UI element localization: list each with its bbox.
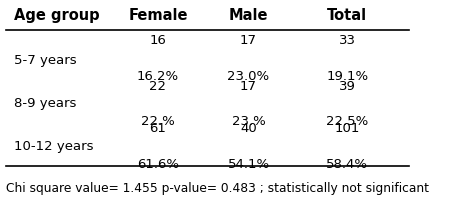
Text: 8-9 years: 8-9 years (14, 97, 76, 110)
Text: 58.4%: 58.4% (327, 158, 368, 170)
Text: 39: 39 (339, 80, 356, 93)
Text: 16.2%: 16.2% (137, 70, 179, 83)
Text: 17: 17 (240, 34, 257, 47)
Text: 23.0%: 23.0% (228, 70, 270, 83)
Text: 16: 16 (149, 34, 166, 47)
Text: 40: 40 (240, 123, 257, 135)
Text: 23.%: 23.% (232, 115, 265, 128)
Text: Chi square value= 1.455 p-value= 0.483 ; statistically not significant: Chi square value= 1.455 p-value= 0.483 ;… (6, 182, 428, 195)
Text: Age group: Age group (14, 8, 100, 23)
Text: 22: 22 (149, 80, 166, 93)
Text: Male: Male (229, 8, 268, 23)
Text: 10-12 years: 10-12 years (14, 140, 93, 153)
Text: 22.%: 22.% (141, 115, 175, 128)
Text: 33: 33 (339, 34, 356, 47)
Text: 61.6%: 61.6% (137, 158, 179, 170)
Text: 17: 17 (240, 80, 257, 93)
Text: 5-7 years: 5-7 years (14, 54, 76, 67)
Text: 61: 61 (149, 123, 166, 135)
Text: 22.5%: 22.5% (326, 115, 368, 128)
Text: 19.1%: 19.1% (326, 70, 368, 83)
Text: Total: Total (328, 8, 367, 23)
Text: 54.1%: 54.1% (228, 158, 270, 170)
Text: Female: Female (128, 8, 188, 23)
Text: 101: 101 (335, 123, 360, 135)
